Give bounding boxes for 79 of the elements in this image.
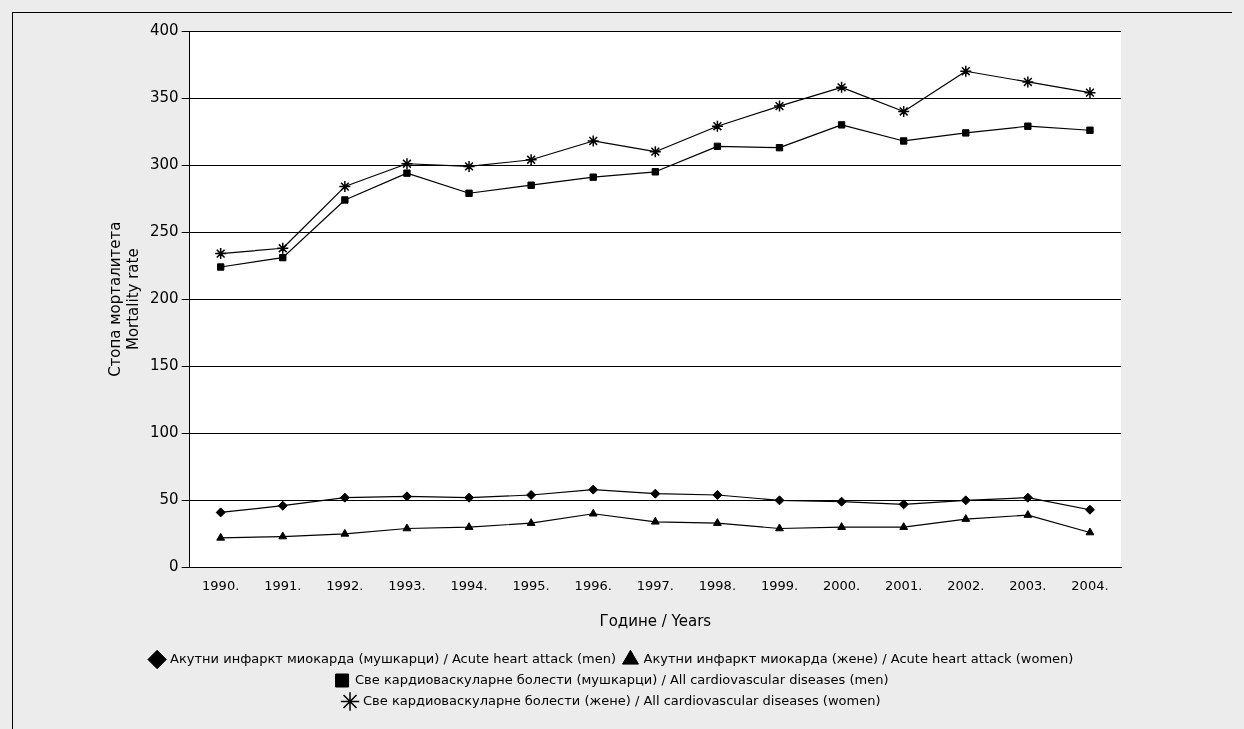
x-tick-label: 2002. [947, 577, 985, 593]
y-tick-label: 200 [149, 289, 179, 308]
point [339, 492, 350, 503]
point [899, 522, 909, 530]
point [587, 135, 599, 147]
point [277, 242, 289, 254]
y-axis-title: Стопа морталитета Mortality rate [105, 221, 142, 377]
legend-label: Све кардиоваскуларне болести (жене) / All cardiovascular diseases (women) [363, 692, 881, 708]
x-tick-label: 2003. [1009, 577, 1047, 593]
point [775, 523, 784, 532]
y-tick-label: 350 [149, 87, 179, 106]
point [650, 516, 660, 525]
point [341, 196, 349, 204]
x-tick-label: 1996. [574, 577, 612, 593]
legend-label: Акутни инфаркт миокарда (мушкарци) / Acute heart attack (men) [170, 650, 616, 666]
x-tick-label: 1994. [450, 577, 488, 593]
point [713, 518, 722, 526]
x-tick-label: 1998. [698, 577, 737, 593]
x-tick-label: 1995. [512, 577, 550, 593]
point [900, 137, 908, 145]
point [526, 489, 537, 500]
x-tick-label: 2004. [1071, 577, 1109, 593]
y-tick-label: 150 [149, 356, 179, 375]
point [1084, 504, 1095, 515]
point [215, 507, 226, 518]
point [277, 500, 288, 511]
legend-label: Акутни инфаркт миокарда (жене) / Acute heart attack (women) [643, 650, 1074, 666]
point [961, 514, 971, 522]
point [589, 173, 597, 181]
x-tick-label: 2000. [822, 577, 861, 593]
point [1086, 126, 1094, 134]
point [464, 522, 474, 530]
point [526, 518, 536, 526]
y-tick-label: 300 [149, 154, 179, 173]
point [401, 158, 413, 170]
point [403, 169, 411, 177]
point [1085, 527, 1095, 536]
x-tick-label: 1993. [388, 577, 426, 593]
x-tick-label: 1990. [202, 577, 240, 593]
point [216, 263, 225, 271]
point [1022, 76, 1034, 88]
point [650, 488, 661, 499]
point [960, 495, 971, 506]
point [713, 142, 722, 151]
point [402, 523, 412, 532]
x-tick-label: 1997. [636, 577, 674, 593]
x-tick-label: 1999. [760, 577, 799, 593]
x-axis-title: Године / Years [599, 611, 712, 630]
point [527, 181, 535, 189]
point [960, 65, 972, 77]
point [712, 489, 723, 500]
point [464, 492, 475, 503]
y-tick-label: 400 [149, 20, 179, 39]
x-tick-label: 2001. [885, 577, 923, 593]
y-tick-label: 0 [169, 557, 179, 576]
x-tick-label: 1991. [264, 577, 302, 593]
point [837, 121, 846, 129]
point [588, 484, 599, 495]
y-tick-label: 50 [159, 490, 179, 509]
point [774, 495, 785, 506]
y-tick-label: 100 [149, 423, 179, 442]
point [278, 531, 288, 540]
point [651, 168, 659, 176]
point [588, 508, 598, 517]
point [279, 253, 287, 262]
point [1023, 510, 1033, 518]
point [340, 528, 350, 537]
point [775, 143, 784, 152]
x-tick-label: 1992. [326, 577, 364, 593]
point [898, 499, 909, 510]
point [837, 522, 846, 530]
point [216, 532, 226, 541]
y-tick-label: 250 [149, 222, 179, 241]
point [465, 189, 473, 197]
legend-label: Све кардиоваскуларне болести (мушкарци) / All cardiovascular diseases (men) [355, 671, 889, 687]
point [962, 129, 970, 137]
point [1024, 122, 1032, 130]
point [1022, 492, 1033, 503]
point [836, 496, 847, 507]
